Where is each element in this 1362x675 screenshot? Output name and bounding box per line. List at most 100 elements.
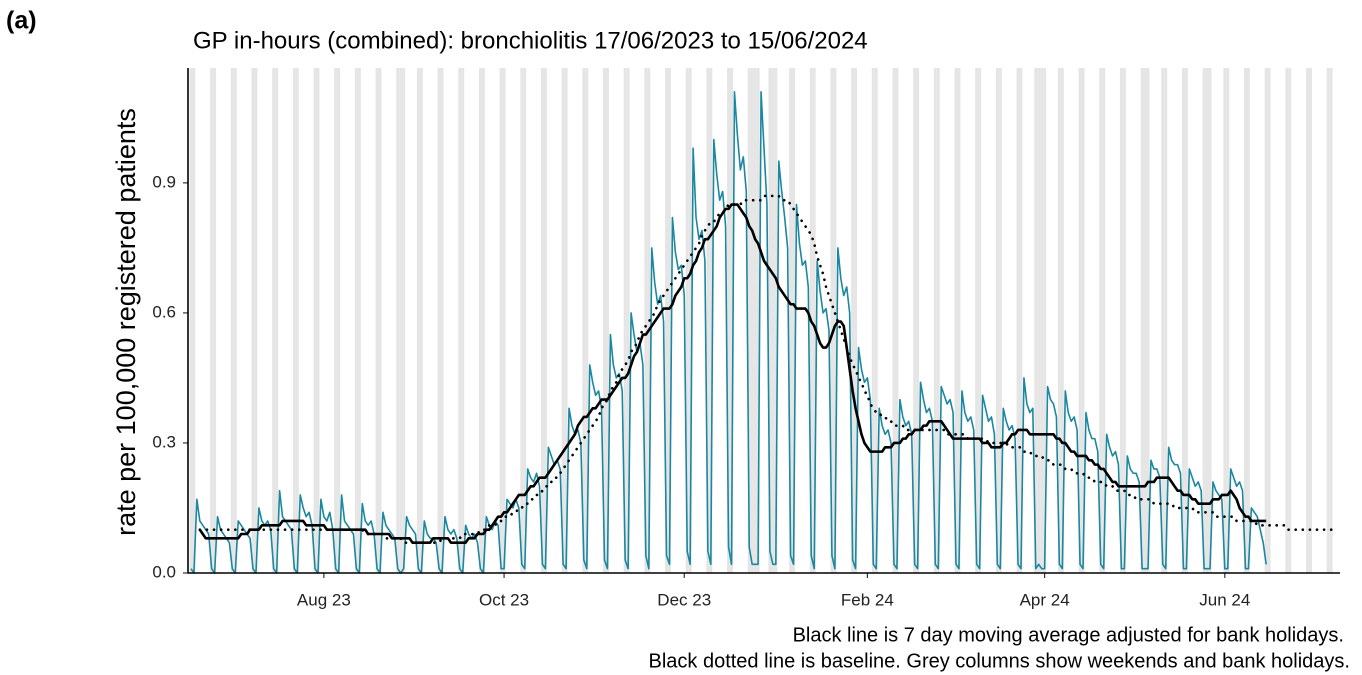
weekend-column [747, 68, 751, 573]
weekend-column [892, 68, 896, 573]
weekend-column [1288, 68, 1292, 573]
weekend-column [272, 68, 276, 573]
weekend-column [275, 68, 279, 573]
weekend-column [1181, 68, 1185, 573]
weekend-column [210, 68, 214, 573]
weekend-column [1019, 68, 1023, 573]
weekend-column [1040, 68, 1044, 573]
weekend-column [789, 68, 793, 573]
holiday-column [402, 68, 406, 573]
weekend-column [706, 68, 710, 573]
weekend-column [957, 68, 961, 573]
y-tick-label: 0.6 [152, 302, 176, 321]
holiday-column [1208, 68, 1212, 573]
weekend-column [396, 68, 400, 573]
weekend-column [1081, 68, 1085, 573]
weekend-column [543, 68, 547, 573]
x-tick-label: Oct 23 [479, 590, 529, 609]
weekend-column [1140, 68, 1144, 573]
plot-area [190, 91, 1339, 574]
weekend-column [499, 68, 503, 573]
series-line [190, 91, 1267, 574]
weekend-column [378, 68, 382, 573]
weekend-column [1285, 68, 1289, 573]
weekend-column [213, 68, 217, 573]
weekend-column [936, 68, 940, 573]
weekend-column [316, 68, 320, 573]
weekend-column [995, 68, 999, 573]
weekend-column [337, 68, 341, 573]
weekend-column [540, 68, 544, 573]
weekend-column [1264, 68, 1268, 573]
x-tick-label: Dec 23 [657, 590, 711, 609]
weekend-column [478, 68, 482, 573]
holiday-column [756, 68, 760, 573]
weekend-column [189, 68, 193, 573]
weekend-column [874, 68, 878, 573]
weekend-column [1246, 68, 1250, 573]
weekend-column [688, 68, 692, 573]
weekend-column [626, 68, 630, 573]
weekend-column [1184, 68, 1188, 573]
weekend-column [1202, 68, 1206, 573]
weekend-column [933, 68, 937, 573]
weekend-column [792, 68, 796, 573]
weekend-column [1226, 68, 1230, 573]
weekend-column [709, 68, 713, 573]
caption: Black line is 7 day moving average adjus… [793, 624, 1344, 646]
weekend-column [292, 68, 296, 573]
weekend-column [1164, 68, 1168, 573]
weekend-column [230, 68, 234, 573]
x-tick-label: Feb 24 [841, 590, 894, 609]
weekend-column [771, 68, 775, 573]
weekend-column [623, 68, 627, 573]
holiday-column [774, 68, 778, 573]
weekend-column [192, 68, 196, 573]
weekend-column [1306, 68, 1309, 573]
weekend-column [251, 68, 255, 573]
weekend-column [668, 68, 671, 573]
baseline-line [198, 194, 1339, 544]
weekend-column [1308, 68, 1312, 573]
weekend-column [1057, 68, 1061, 573]
weekend-column [644, 68, 648, 573]
weekend-column [812, 68, 816, 573]
weekend-column [978, 68, 982, 573]
weekend-column [1205, 68, 1209, 573]
weekend-column [954, 68, 958, 573]
weekend-column [399, 68, 403, 573]
weekend-column [851, 68, 855, 573]
holiday-column [753, 68, 757, 573]
weekend-column [727, 68, 731, 573]
weekend-column [313, 68, 317, 573]
weekend-column [1244, 68, 1247, 573]
weekend-column [354, 68, 358, 573]
holiday-column [1043, 68, 1047, 573]
weekend-column [1223, 68, 1227, 573]
holiday-column [1146, 68, 1150, 573]
weekend-column [913, 68, 917, 573]
x-tick-label: Apr 24 [1020, 590, 1070, 609]
weekend-column [1016, 68, 1020, 573]
weekend-column [1102, 68, 1106, 573]
y-tick-label: 0.9 [152, 172, 176, 191]
weekend-column [481, 68, 485, 573]
panel-label: (a) [6, 7, 37, 35]
weekend-column [830, 68, 834, 573]
weekend-column [768, 68, 772, 573]
weekend-column [1037, 68, 1041, 573]
weekend-column [461, 68, 465, 573]
weekend-column [605, 68, 609, 573]
y-axis-title: rate per 100,000 registered patients [111, 108, 141, 536]
weekend-column [916, 68, 920, 573]
weekend-column [1078, 68, 1082, 573]
weekend-column [295, 68, 299, 573]
weekend-column [1122, 68, 1126, 573]
weekend-column [833, 68, 837, 573]
weekend-column [1060, 68, 1064, 573]
weekend-column [871, 68, 875, 573]
weekend-column [561, 68, 565, 573]
weekend-column [375, 68, 379, 573]
weekend-column [440, 68, 444, 573]
